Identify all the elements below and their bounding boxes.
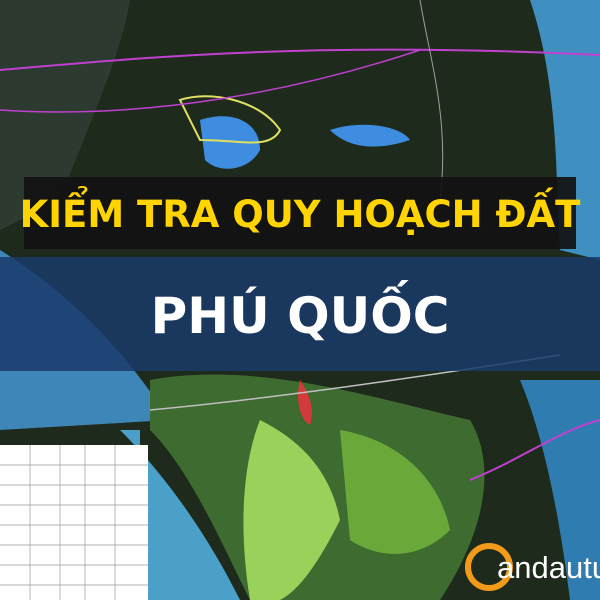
title-band	[24, 177, 576, 249]
logo: andautu.	[465, 543, 600, 591]
banner-subtitle: PHÚ QUỐC	[151, 280, 450, 345]
banner-title: KIỂM TRA QUY HOẠCH ĐẤT	[20, 186, 582, 236]
subtitle-band	[0, 257, 600, 371]
logo-text: andautu.	[497, 550, 600, 585]
